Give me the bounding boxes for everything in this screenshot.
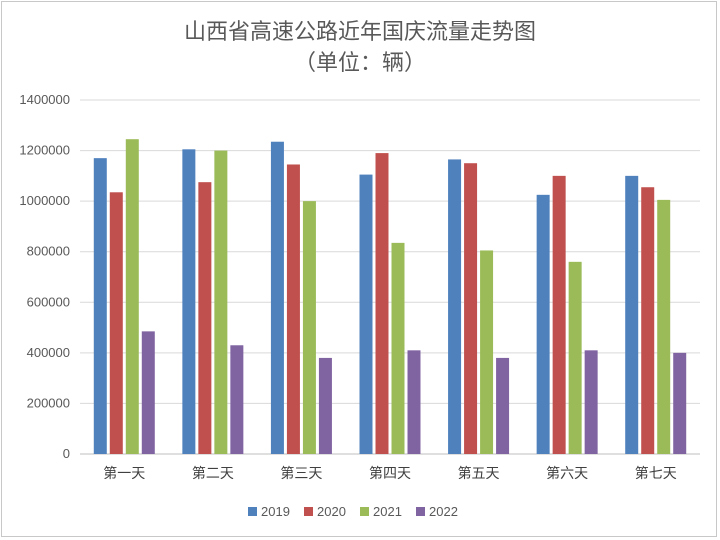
bar-2022-3 bbox=[318, 357, 332, 454]
bar-2019-6 bbox=[536, 194, 550, 455]
legend-swatch-2021 bbox=[360, 507, 369, 516]
y-tick-label: 800000 bbox=[27, 244, 70, 259]
legend-label-2021: 2021 bbox=[373, 504, 402, 519]
legend-swatch-2022 bbox=[416, 507, 425, 516]
legend-swatch-2020 bbox=[304, 507, 313, 516]
y-tick-label: 1200000 bbox=[19, 143, 70, 158]
bar-2021-6 bbox=[568, 261, 582, 454]
bar-2019-1 bbox=[93, 158, 107, 454]
bar-2020-7 bbox=[641, 187, 655, 454]
bar-2022-5 bbox=[496, 357, 510, 454]
bar-2022-2 bbox=[230, 345, 244, 454]
bar-2020-4 bbox=[375, 153, 389, 454]
y-tick-label: 1400000 bbox=[19, 92, 70, 107]
y-tick-label: 1000000 bbox=[19, 193, 70, 208]
legend-swatch-2019 bbox=[248, 507, 257, 516]
bar-2019-3 bbox=[270, 141, 284, 454]
chart-title: 山西省高速公路近年国庆流量走势图 bbox=[183, 20, 536, 45]
bar-2019-4 bbox=[359, 174, 373, 455]
x-tick-label: 第六天 bbox=[546, 465, 588, 482]
x-tick-label: 第三天 bbox=[280, 465, 322, 482]
bar-2022-7 bbox=[673, 352, 687, 454]
bar-2022-6 bbox=[584, 350, 598, 454]
bar-2021-4 bbox=[391, 242, 405, 454]
bar-2020-6 bbox=[552, 175, 566, 454]
x-tick-label: 第一天 bbox=[103, 465, 145, 482]
bar-2019-5 bbox=[448, 159, 462, 454]
bar-2021-1 bbox=[125, 139, 139, 454]
y-tick-label: 600000 bbox=[27, 294, 70, 309]
x-tick-label: 第二天 bbox=[192, 465, 234, 482]
y-tick-label: 400000 bbox=[27, 345, 70, 360]
bar-2021-2 bbox=[214, 150, 228, 455]
bar-2020-2 bbox=[198, 182, 212, 454]
x-tick-label: 第七天 bbox=[635, 465, 677, 482]
bar-2021-7 bbox=[657, 199, 671, 454]
legend-label-2019: 2019 bbox=[261, 504, 290, 519]
x-tick-label: 第五天 bbox=[458, 465, 500, 482]
y-tick-label: 200000 bbox=[27, 395, 70, 410]
legend-label-2022: 2022 bbox=[429, 504, 458, 519]
bar-2020-3 bbox=[286, 164, 300, 454]
bar-2020-1 bbox=[109, 192, 123, 455]
bar-2022-1 bbox=[141, 331, 155, 454]
bar-2021-3 bbox=[302, 201, 316, 454]
bar-2019-7 bbox=[625, 175, 639, 454]
bar-2019-2 bbox=[182, 149, 196, 455]
chart-subtitle: （单位：辆） bbox=[293, 51, 426, 76]
x-tick-label: 第四天 bbox=[369, 465, 411, 482]
bar-2020-5 bbox=[464, 163, 478, 454]
bar-2022-4 bbox=[407, 350, 421, 454]
y-tick-label: 0 bbox=[63, 446, 70, 461]
bar-2021-5 bbox=[480, 250, 494, 454]
legend-label-2020: 2020 bbox=[317, 504, 346, 519]
